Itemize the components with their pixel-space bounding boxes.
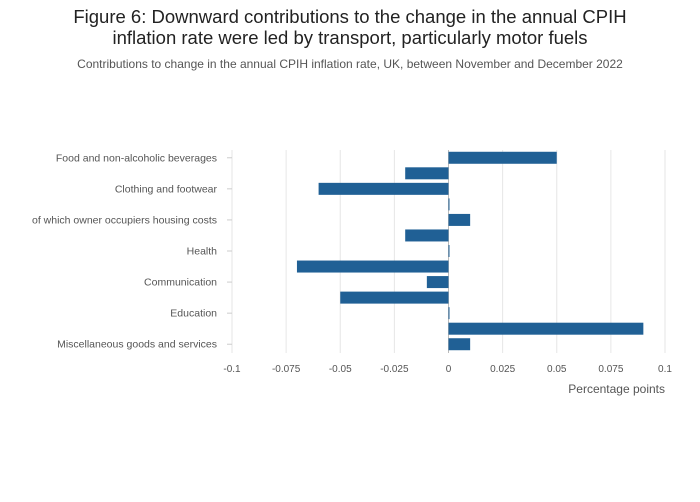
bar	[340, 291, 449, 304]
x-axis-title: Percentage points	[568, 382, 665, 396]
x-tick-label: 0.05	[547, 364, 567, 375]
category-label: Food and non-alcoholic beverages	[56, 152, 217, 164]
category-label: Miscellaneous goods and services	[57, 339, 217, 351]
bars	[296, 151, 644, 351]
category-label: Communication	[144, 277, 217, 289]
chart-title-line-1: Figure 6: Downward contributions to the …	[73, 6, 627, 27]
x-tick-label: 0.075	[598, 364, 623, 375]
x-tick-label: 0	[446, 364, 452, 375]
bar	[448, 338, 471, 351]
bar	[405, 167, 449, 180]
chart-subtitle: Contributions to change in the annual CP…	[77, 57, 623, 71]
category-label: Health	[187, 246, 218, 258]
x-tick-label: -0.075	[272, 364, 301, 375]
chart-title-line-2: inflation rate were led by transport, pa…	[112, 27, 588, 48]
bar	[448, 322, 644, 335]
bar	[426, 276, 449, 289]
bar	[448, 307, 450, 320]
x-tick-labels: -0.1 -0.075 -0.05 -0.025 0 0.025 0.05 0.075 0.1	[223, 364, 672, 375]
category-label: of which owner occupiers housing costs	[32, 214, 217, 226]
bar	[405, 229, 449, 242]
x-tick-label: 0.025	[490, 364, 515, 375]
bar	[296, 260, 449, 273]
x-tick-label: -0.05	[329, 364, 352, 375]
category-labels: Food and non-alcoholic beverages Clothing…	[32, 152, 232, 351]
category-label: Education	[170, 308, 217, 320]
bar	[448, 245, 450, 257]
category-label: Clothing and footwear	[115, 183, 218, 195]
bar	[318, 182, 449, 195]
x-tick-label: 0.1	[658, 364, 672, 375]
bar	[448, 213, 471, 226]
chart-title: Figure 6: Downward contributions to the …	[0, 6, 700, 48]
x-tick-label: -0.1	[223, 364, 241, 375]
x-tick-label: -0.025	[380, 364, 409, 375]
bar	[448, 151, 557, 164]
bar	[448, 198, 450, 211]
